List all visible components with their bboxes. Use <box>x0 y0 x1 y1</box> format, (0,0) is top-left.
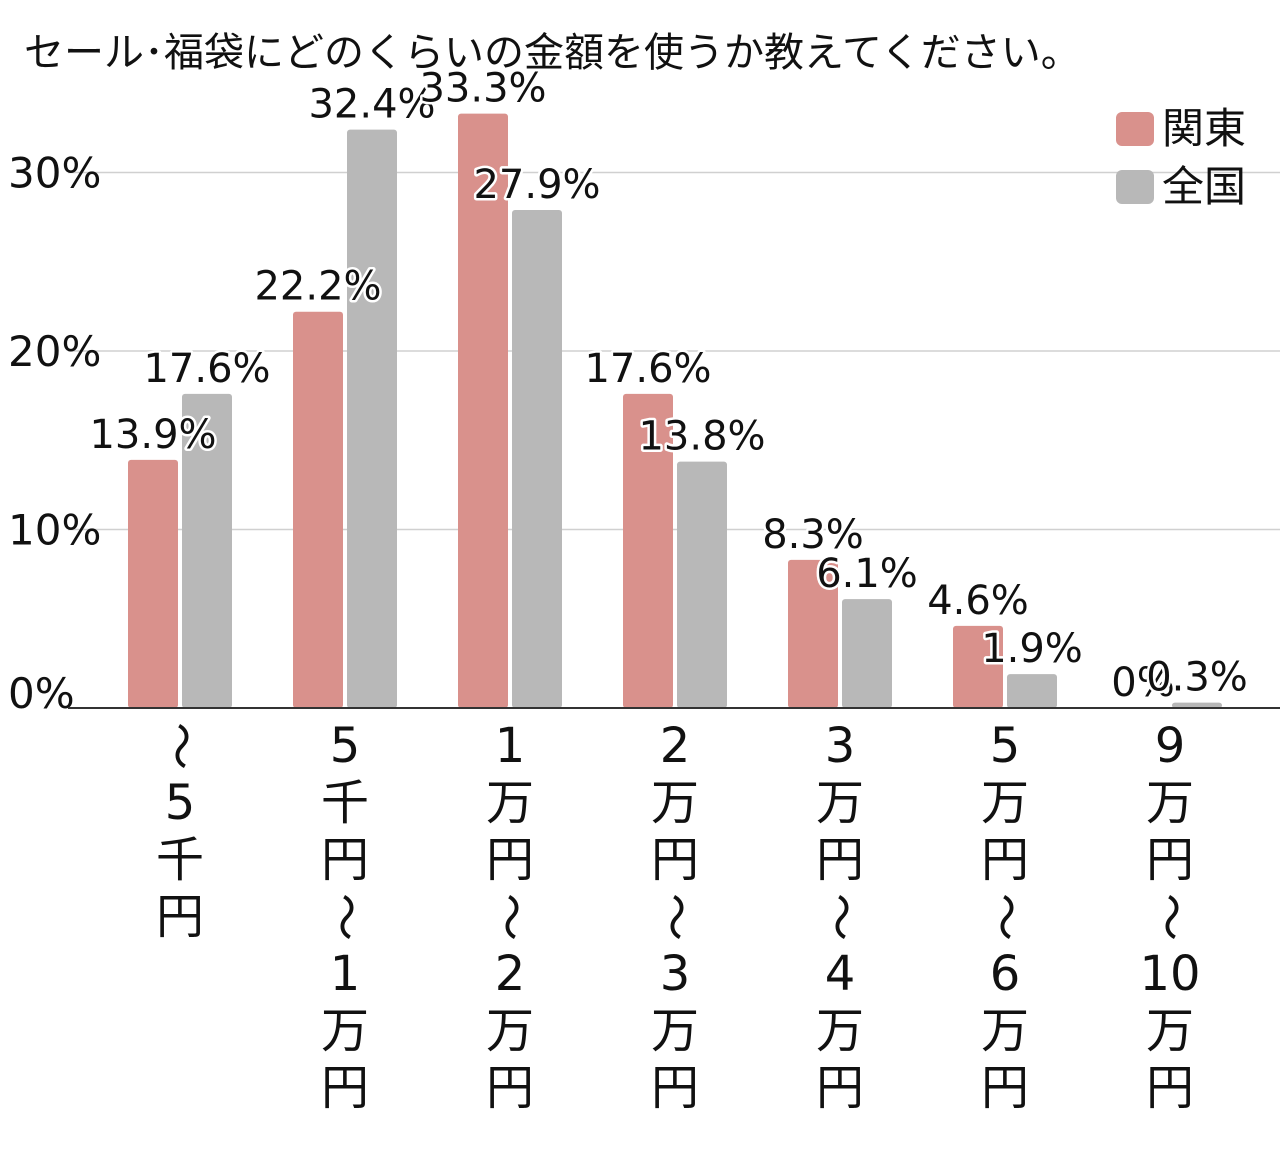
bar-zenkoku <box>1007 674 1057 708</box>
value-label: 17.6% <box>143 346 270 392</box>
legend-swatch <box>1116 112 1154 146</box>
x-tick-label: 〜 <box>977 893 1033 941</box>
value-label: 1.9% <box>981 626 1083 672</box>
x-tick-label: 〜 <box>1142 893 1198 941</box>
value-label: 0% <box>1111 660 1174 706</box>
x-tick-label: 1 <box>495 718 526 774</box>
x-axis-categories: 〜5千円5千円〜1万円1万円〜2万円2万円〜3万円3万円〜4万円5万円〜6万円9… <box>152 718 1201 1116</box>
x-tick-label: 千 <box>321 775 369 831</box>
x-tick-label: 〜 <box>647 893 703 941</box>
x-tick-label: 万 <box>486 1003 534 1059</box>
x-tick-label: 万 <box>321 1003 369 1059</box>
x-tick-label: 〜 <box>482 893 538 941</box>
bar-kanto <box>623 393 673 708</box>
value-label: 27.9% <box>473 162 600 208</box>
x-tick-label: 3 <box>825 718 856 774</box>
bar-zenkoku <box>347 129 397 708</box>
x-tick-label: 9 <box>1155 718 1186 774</box>
x-tick-label: 円 <box>1146 832 1194 888</box>
x-tick-label: 万 <box>651 775 699 831</box>
x-tick-label: 円 <box>1146 1060 1194 1116</box>
y-tick-label: 10% <box>8 506 101 555</box>
x-tick-label: 円 <box>321 832 369 888</box>
x-tick-label: 10 <box>1139 946 1200 1002</box>
value-label: 13.8% <box>638 414 765 460</box>
value-label: 0.3% <box>1146 655 1248 701</box>
x-tick-label: 4 <box>825 946 856 1002</box>
gridlines <box>68 171 1280 531</box>
value-labels: 13.9% 17.6% 22.2% 32.4%33.3% 27.9% 17.6% 13.8%… <box>87 63 1250 708</box>
value-label: 13.9% <box>89 412 216 458</box>
legend-label: 関東 <box>1162 104 1246 153</box>
value-label: 8.3% <box>762 512 864 558</box>
legend-label: 全国 <box>1162 162 1246 211</box>
x-tick-label: 2 <box>495 946 526 1002</box>
x-tick-label: 円 <box>816 832 864 888</box>
chart-title: セール･福袋にどのくらいの金額を使うか教えてください。 <box>24 30 1081 76</box>
x-tick-label: 1 <box>330 946 361 1002</box>
value-label: 17.6% <box>584 346 711 392</box>
x-tick-label: 千 <box>156 832 204 888</box>
x-tick-label: 円 <box>651 832 699 888</box>
x-tick-label: 万 <box>651 1003 699 1059</box>
x-tick-label: 万 <box>1146 775 1194 831</box>
bar-kanto <box>953 625 1003 708</box>
x-tick-label: 円 <box>651 1060 699 1116</box>
bar-kanto <box>293 311 343 708</box>
x-tick-label: 万 <box>816 1003 864 1059</box>
x-tick-label: 円 <box>156 889 204 945</box>
bar-kanto <box>458 113 508 709</box>
x-tick-label: 円 <box>321 1060 369 1116</box>
x-tick-label: 3 <box>660 946 691 1002</box>
x-tick-label: 円 <box>981 1060 1029 1116</box>
x-tick-label: 5 <box>990 718 1021 774</box>
x-tick-label: 6 <box>990 946 1021 1002</box>
bar-zenkoku <box>182 393 232 708</box>
x-tick-label: 万 <box>486 775 534 831</box>
bar-zenkoku <box>677 461 727 708</box>
value-label: 33.3% <box>419 66 546 112</box>
value-label: 32.4% <box>308 82 435 128</box>
bar-zenkoku <box>1172 702 1222 708</box>
x-tick-label: 円 <box>816 1060 864 1116</box>
bars <box>128 113 1222 709</box>
value-label: 22.2% <box>254 264 381 310</box>
x-tick-label: 万 <box>816 775 864 831</box>
legend-swatch <box>1116 170 1154 204</box>
x-tick-label: 円 <box>486 1060 534 1116</box>
x-tick-label: 〜 <box>152 722 208 770</box>
y-tick-label: 20% <box>8 327 101 376</box>
x-tick-label: 円 <box>486 832 534 888</box>
y-tick-label: 30% <box>8 149 101 198</box>
x-tick-label: 万 <box>1146 1003 1194 1059</box>
bar-kanto <box>128 459 178 708</box>
bar-zenkoku <box>512 209 562 709</box>
x-tick-label: 〜 <box>812 893 868 941</box>
bar-kanto <box>788 559 838 708</box>
bar-zenkoku <box>842 599 892 708</box>
value-label: 4.6% <box>927 578 1029 624</box>
x-tick-label: 万 <box>981 775 1029 831</box>
x-tick-label: 〜 <box>317 893 373 941</box>
y-axis-ticks: 0%10%20%30%40% <box>8 149 101 719</box>
x-tick-label: 円 <box>981 832 1029 888</box>
x-tick-label: 5 <box>330 718 361 774</box>
x-tick-label: 万 <box>981 1003 1029 1059</box>
x-tick-label: 5 <box>165 775 196 831</box>
x-tick-label: 2 <box>660 718 691 774</box>
value-label: 6.1% <box>816 551 918 597</box>
y-tick-label: 0% <box>8 669 75 718</box>
